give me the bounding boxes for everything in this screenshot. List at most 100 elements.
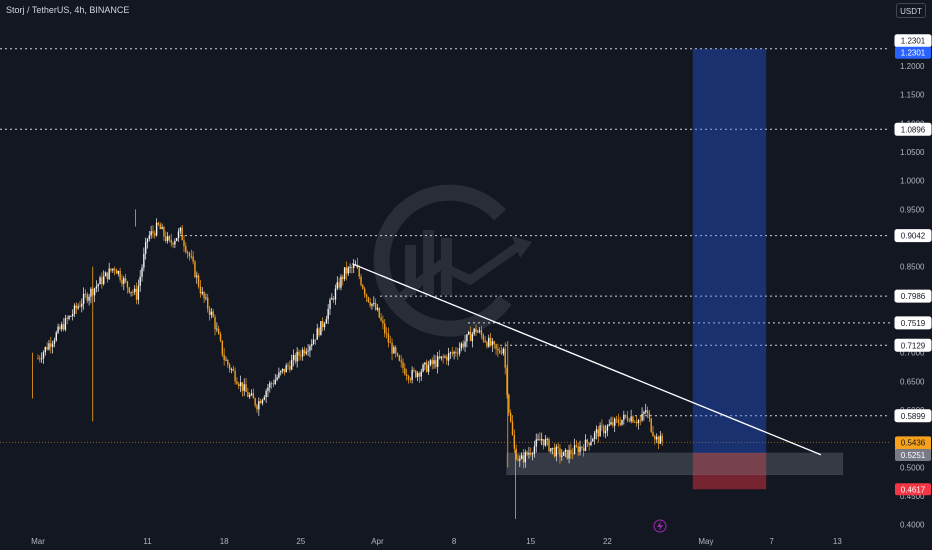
candle xyxy=(473,328,475,337)
x-tick-label: 7 xyxy=(769,537,774,546)
candle xyxy=(509,409,512,423)
candle-body xyxy=(230,369,233,370)
candle-body xyxy=(232,369,234,371)
candle-body xyxy=(661,435,663,442)
candle-body xyxy=(626,416,629,421)
candle-body xyxy=(40,358,43,360)
candle-body xyxy=(254,398,256,406)
candle-body xyxy=(329,299,331,309)
candle xyxy=(289,360,291,373)
candle-body xyxy=(632,416,634,423)
candle-body xyxy=(630,416,632,422)
candle-body xyxy=(290,359,293,370)
candle-body xyxy=(194,261,196,278)
candle-body xyxy=(112,268,114,271)
candle-body xyxy=(331,298,333,300)
candle-body xyxy=(385,333,388,335)
candle-body xyxy=(650,418,652,433)
y-tick-label: 0.6500 xyxy=(900,377,925,386)
target-tag: 1.2301 xyxy=(895,46,931,59)
candle xyxy=(635,416,638,427)
support-zone[interactable] xyxy=(506,452,844,476)
level-tag-label: 0.7986 xyxy=(901,292,926,301)
candle-body xyxy=(51,343,54,347)
candle-body xyxy=(493,341,495,345)
lightning-icon[interactable] xyxy=(653,519,667,533)
candle-body xyxy=(338,282,340,288)
candle xyxy=(165,231,167,244)
candle xyxy=(37,354,39,360)
candle xyxy=(274,373,276,385)
candle xyxy=(334,284,337,305)
candle xyxy=(82,287,85,310)
candle-body xyxy=(349,267,351,268)
candle-body xyxy=(225,359,227,361)
candle xyxy=(55,330,57,342)
candle-body xyxy=(274,379,276,385)
candle-body xyxy=(119,270,121,280)
candle xyxy=(504,342,506,375)
candle xyxy=(438,349,441,360)
stop-zone[interactable] xyxy=(692,452,767,490)
candle xyxy=(548,437,550,453)
candle-body xyxy=(57,326,59,333)
trendline[interactable] xyxy=(352,263,822,456)
candle-body xyxy=(66,318,68,319)
candle-body xyxy=(592,439,594,442)
candle-body xyxy=(398,355,401,361)
watermark-logo xyxy=(373,184,532,337)
candle-body xyxy=(101,277,103,285)
candle-body xyxy=(604,430,607,434)
candle-body xyxy=(551,447,554,449)
candle xyxy=(236,377,238,385)
candle-body xyxy=(597,429,599,437)
candle xyxy=(508,393,510,417)
candle-body xyxy=(438,356,441,359)
candle xyxy=(181,224,183,241)
candle xyxy=(431,357,433,370)
candle xyxy=(106,272,109,283)
candle xyxy=(71,309,74,321)
candle xyxy=(144,237,147,260)
entry-tag-bg xyxy=(895,448,931,461)
candle xyxy=(376,304,379,312)
candle xyxy=(358,265,360,280)
candle-body xyxy=(579,446,581,453)
currency-button[interactable]: USDT xyxy=(896,3,926,18)
candle xyxy=(641,407,643,423)
candle xyxy=(152,225,154,238)
candle xyxy=(247,387,249,398)
candle xyxy=(632,415,634,423)
candle-body xyxy=(508,394,510,413)
target-tag-label: 1.2301 xyxy=(901,49,926,58)
candle xyxy=(285,363,287,373)
candle-body xyxy=(435,360,437,367)
x-tick-label: 25 xyxy=(296,537,305,546)
candle xyxy=(564,448,567,458)
candle-body xyxy=(106,272,109,280)
candle xyxy=(243,378,245,397)
candle-body xyxy=(599,425,601,437)
candle xyxy=(615,415,618,424)
level-tag-bg xyxy=(894,122,932,136)
candle xyxy=(597,426,599,443)
candle-body xyxy=(553,447,556,457)
candle xyxy=(121,274,123,287)
level-tag: 0.5899 xyxy=(894,409,932,423)
candle xyxy=(457,347,459,360)
candle-body xyxy=(99,277,101,285)
candle-body xyxy=(426,362,428,372)
candle-body xyxy=(256,405,258,410)
candle xyxy=(404,363,406,376)
candle xyxy=(99,275,101,285)
profit-zone[interactable] xyxy=(692,48,767,453)
candle xyxy=(259,398,262,404)
candle xyxy=(48,340,50,351)
candle-body xyxy=(433,360,435,365)
candle xyxy=(258,397,260,416)
candle xyxy=(634,419,636,423)
level-tag-bg xyxy=(894,289,932,303)
candle xyxy=(551,447,554,455)
candle xyxy=(51,340,54,354)
